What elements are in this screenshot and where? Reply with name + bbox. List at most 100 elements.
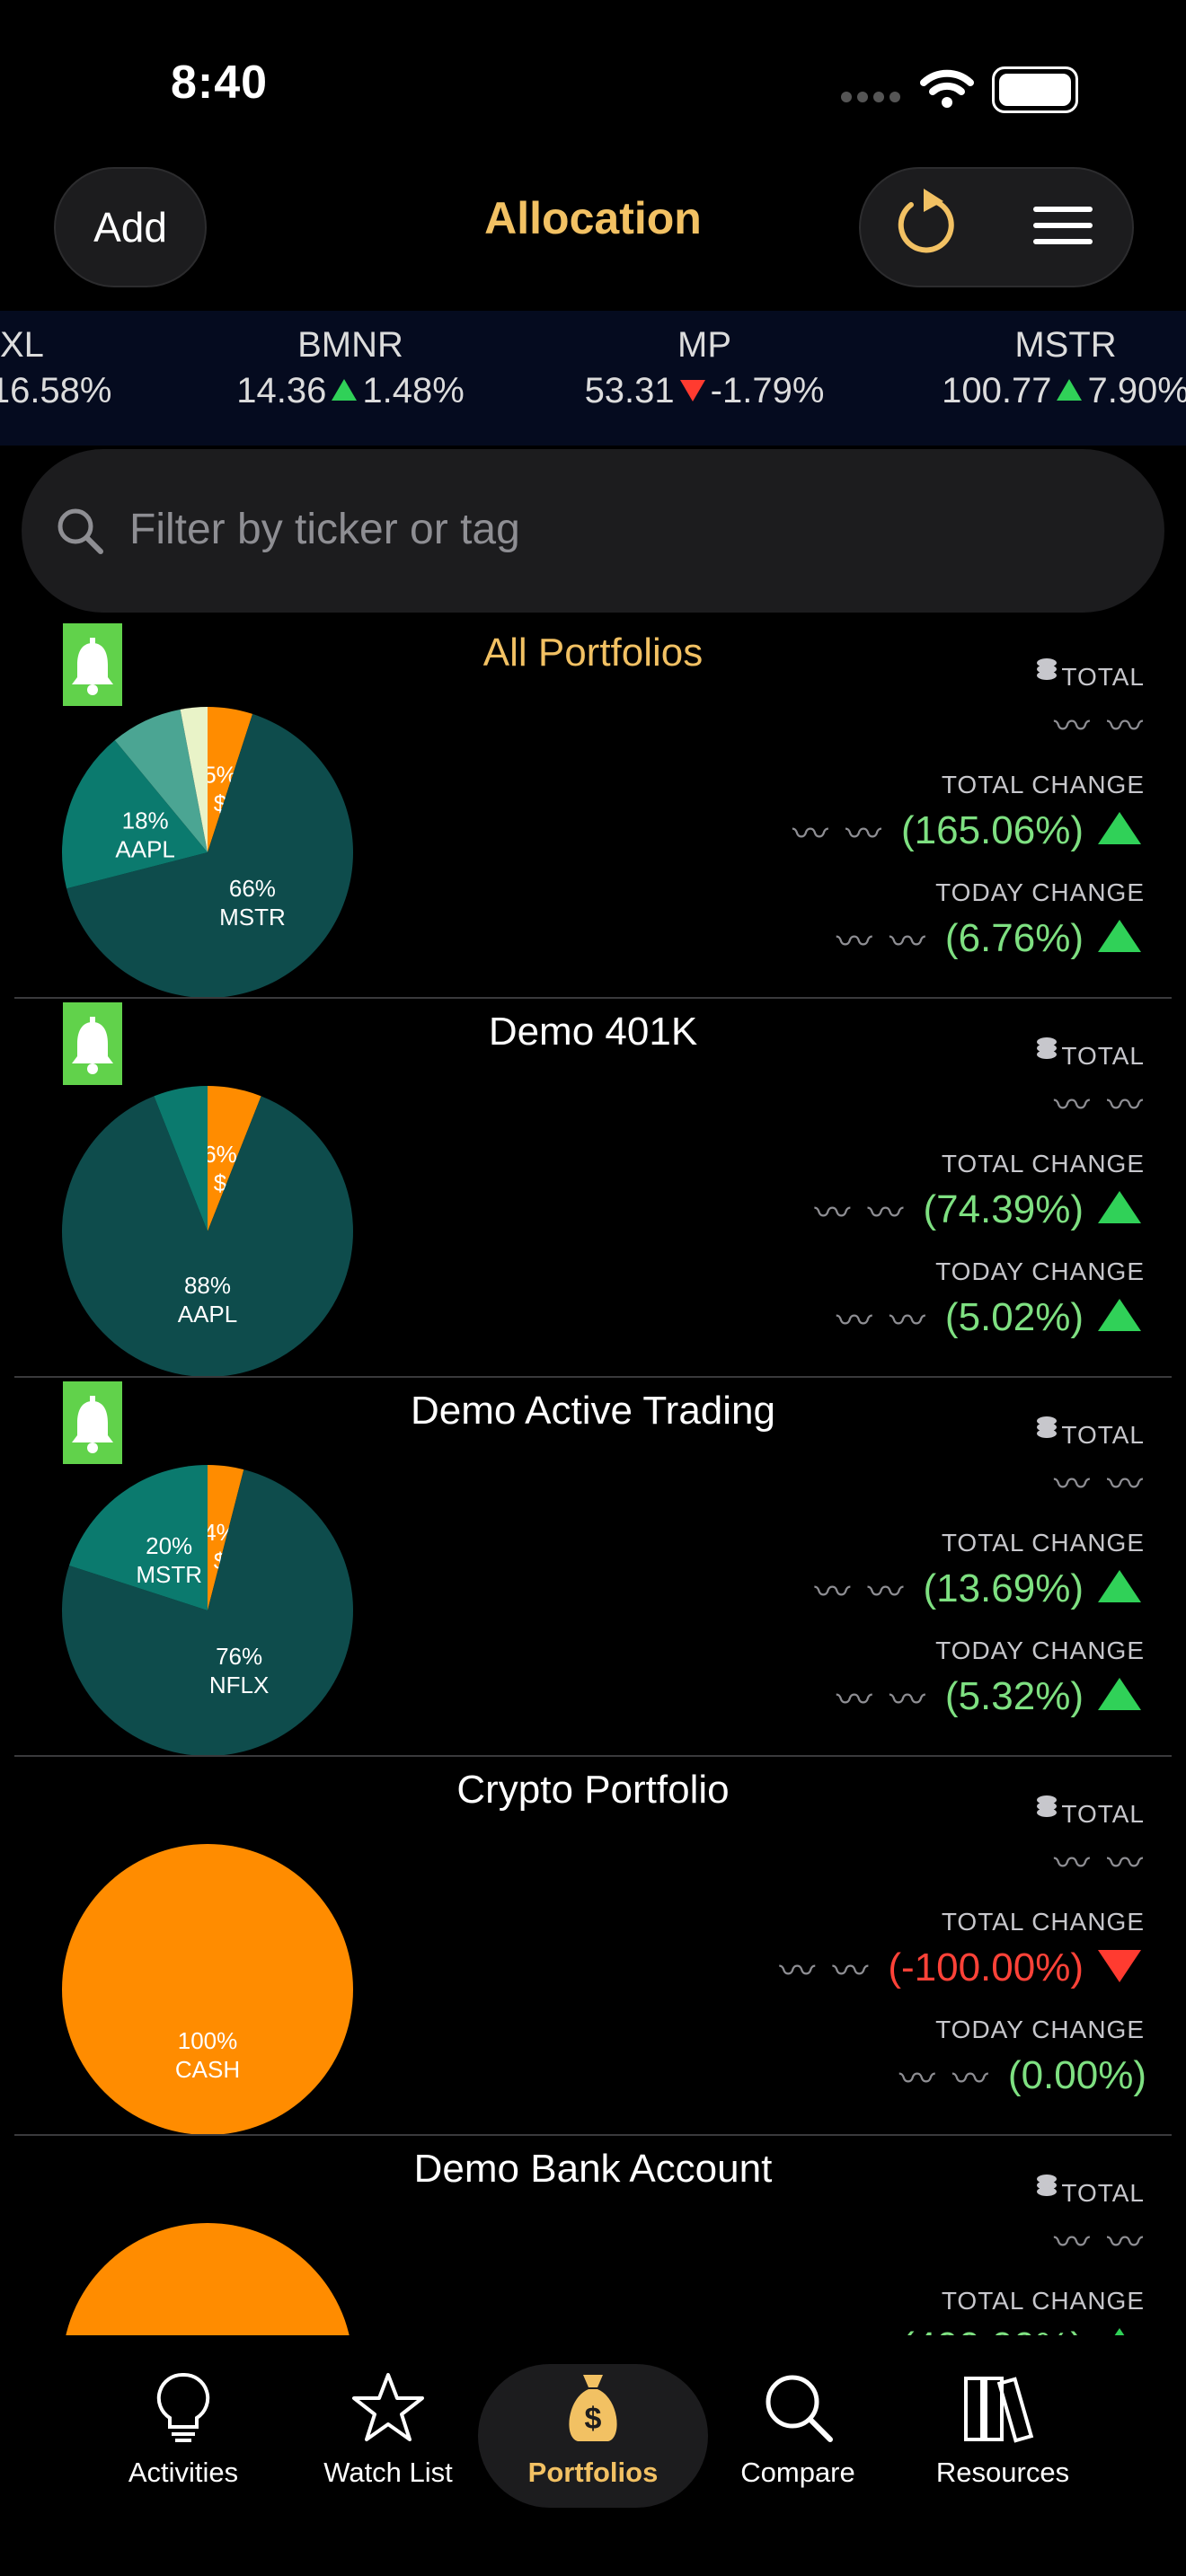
coins-icon: [1037, 1795, 1057, 1817]
today-change-amount-hidden: 〰︎ 〰︎: [898, 2060, 992, 2099]
add-button[interactable]: Add: [54, 167, 207, 287]
total-change-percent: (74.39%): [923, 1187, 1084, 1231]
pie-slice-label: CASH: [175, 2056, 240, 2083]
pie-slice-label: $: [214, 1169, 227, 1196]
allocation-pie-chart[interactable]: 6%$88%AAPL: [59, 1083, 356, 1380]
total-value-hidden: 〰︎ 〰︎: [1053, 1465, 1146, 1504]
total-change-amount-hidden: 〰︎ 〰︎: [792, 815, 885, 854]
coins-icon: [1037, 658, 1057, 680]
pie-slice-percent: 88%: [184, 1272, 231, 1299]
total-label: TOTAL: [1061, 2179, 1145, 2207]
pie-slice-label: AAPL: [115, 835, 175, 862]
pie-slice[interactable]: [62, 2223, 353, 2351]
pie-slice-percent: 76%: [216, 1643, 262, 1670]
ticker-item[interactable]: MSTR 100.77 7.90%: [942, 325, 1186, 410]
total-value-hidden: 〰︎ 〰︎: [1053, 1844, 1146, 1883]
up-arrow-icon: [1098, 1299, 1141, 1331]
total-label: TOTAL: [1061, 1042, 1145, 1070]
search-field[interactable]: [22, 449, 1164, 613]
svg-text:$: $: [585, 2402, 602, 2436]
up-arrow-icon: [1098, 920, 1141, 952]
portfolio-title: Crypto Portfolio: [456, 1768, 730, 1812]
menu-icon[interactable]: [1033, 203, 1096, 248]
pie-slice[interactable]: [62, 1844, 353, 2135]
up-arrow-icon: [1098, 812, 1141, 844]
money-bag-icon: $: [569, 2375, 617, 2441]
down-arrow-icon: [1098, 1950, 1141, 1982]
up-arrow-icon: [1098, 1678, 1141, 1710]
total-change-label: TOTAL CHANGE: [941, 1908, 1145, 1936]
total-change-label: TOTAL CHANGE: [941, 2287, 1145, 2315]
total-label: TOTAL: [1061, 663, 1145, 691]
pie-slice[interactable]: [114, 709, 208, 852]
portfolio-title: Demo 401K: [488, 1010, 698, 1054]
pie-slice-percent: 20%: [146, 1532, 192, 1559]
pie-slice[interactable]: [208, 1465, 244, 1610]
today-change-row: 〰︎ 〰︎ (0.00%): [899, 2050, 1146, 2102]
pie-slice[interactable]: [208, 707, 253, 852]
pie-slice[interactable]: [154, 1086, 208, 1231]
today-change-amount-hidden: 〰︎ 〰︎: [836, 1301, 929, 1341]
divider: [14, 1376, 1172, 1378]
tab-portfolios[interactable]: $ Portfolios: [485, 2371, 701, 2489]
divider: [14, 997, 1172, 999]
pie-slice-percent: 18%: [122, 807, 169, 834]
allocation-pie-chart[interactable]: 100%CASH: [59, 1841, 356, 2138]
today-change-label: TODAY CHANGE: [935, 1636, 1145, 1664]
pie-slice[interactable]: [68, 1465, 208, 1610]
today-change-row: 〰︎ 〰︎ (5.02%): [836, 1292, 1146, 1344]
books-icon: [964, 2377, 1034, 2443]
bell-icon: [72, 1396, 113, 1453]
down-arrow-icon: [679, 380, 705, 402]
total-change-percent: (13.69%): [923, 1566, 1084, 1610]
portfolio-card[interactable]: All Portfolios 5% $66% MSTR 18% AAPL TOTAL 〰︎ 〰…: [14, 620, 1172, 998]
alert-bell-button[interactable]: [63, 1381, 122, 1464]
alert-bell-button[interactable]: [63, 623, 122, 706]
tab-compare[interactable]: Compare: [690, 2371, 906, 2489]
tab-resources[interactable]: Resources: [895, 2371, 1111, 2489]
portfolio-card[interactable]: Demo Active Trading 4% $76% NFLX 20% MSTR TOTA…: [14, 1378, 1172, 1756]
total-change-amount-hidden: 〰︎ 〰︎: [814, 1573, 907, 1612]
total-value-hidden: 〰︎ 〰︎: [1053, 707, 1146, 746]
portfolio-card[interactable]: Crypto Portfolio 100% CASH TOTAL 〰︎ 〰︎ TOTAL …: [14, 1757, 1172, 2135]
today-change-percent: (5.02%): [944, 1295, 1084, 1339]
pie-slice[interactable]: [62, 1096, 354, 1377]
ticker-item[interactable]: XL -16.58%: [0, 325, 112, 410]
tab-watch-list[interactable]: Watch List: [280, 2371, 496, 2489]
ticker-strip[interactable]: XL -16.58% BMNR 14.361.48% MP 53.31-1.79…: [0, 311, 1186, 446]
total-value-hidden: 〰︎ 〰︎: [1053, 2223, 1146, 2263]
tab-activities[interactable]: Activities: [75, 2371, 291, 2489]
battery-icon: [992, 66, 1078, 113]
total-value-hidden: 〰︎ 〰︎: [1053, 1086, 1146, 1125]
wifi-icon: [920, 69, 974, 108]
pie-slice[interactable]: [62, 1469, 353, 1756]
bell-icon: [72, 1017, 113, 1074]
total-change-row: 〰︎ 〰︎ (74.39%): [814, 1184, 1146, 1236]
pie-slice[interactable]: [66, 713, 353, 998]
search-icon: [766, 2375, 833, 2442]
coins-icon: [1037, 1416, 1057, 1438]
total-change-row: 〰︎ 〰︎ (13.69%): [814, 1563, 1146, 1615]
alert-bell-button[interactable]: [63, 1002, 122, 1085]
today-change-row: 〰︎ 〰︎ (6.76%): [836, 913, 1146, 965]
pie-slice-label: NFLX: [209, 1672, 269, 1698]
pie-slice[interactable]: [208, 1086, 261, 1231]
portfolio-title: Demo Active Trading: [411, 1389, 775, 1433]
ticker-item[interactable]: MP 53.31 -1.79%: [584, 325, 825, 410]
portfolio-card[interactable]: Demo 401K 6% $88% AAPL TOTAL 〰︎ 〰︎ TOTAL CHANG…: [14, 999, 1172, 1377]
star-icon: [352, 2373, 424, 2441]
pie-slice-label: MSTR: [219, 904, 286, 931]
pie-slice[interactable]: [180, 707, 208, 852]
pie-slice-percent: 66%: [229, 875, 276, 902]
allocation-pie-chart[interactable]: [59, 2220, 356, 2351]
pie-slice[interactable]: [62, 740, 208, 889]
portfolio-title: All Portfolios: [482, 631, 704, 675]
refresh-icon[interactable]: [884, 185, 960, 260]
total-change-percent: (165.06%): [900, 808, 1084, 852]
ticker-item[interactable]: BMNR 14.36 1.48%: [236, 325, 465, 410]
today-change-label: TODAY CHANGE: [935, 878, 1145, 906]
pie-slice-percent: 6%: [203, 1141, 237, 1168]
